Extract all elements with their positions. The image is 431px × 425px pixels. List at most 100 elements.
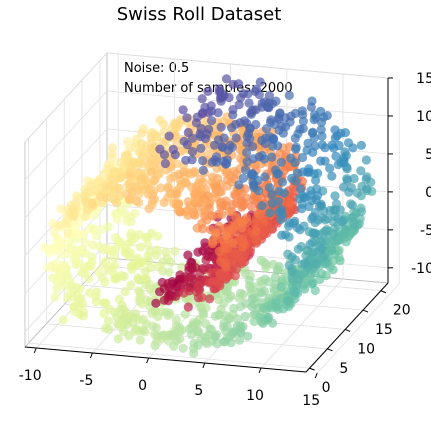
data-point xyxy=(284,232,294,242)
data-point xyxy=(257,213,268,223)
data-point xyxy=(308,278,318,288)
data-point xyxy=(299,193,309,203)
data-point xyxy=(276,282,286,292)
annotation-noise: Noise: 0.5 xyxy=(124,61,189,76)
data-point xyxy=(337,217,347,227)
data-point xyxy=(240,311,250,321)
data-point xyxy=(181,177,191,187)
data-point xyxy=(101,193,111,203)
data-point xyxy=(276,157,286,167)
data-point xyxy=(232,314,243,324)
data-point xyxy=(356,166,366,176)
data-point xyxy=(213,108,223,118)
data-point xyxy=(313,168,323,178)
data-point xyxy=(312,191,323,201)
data-point xyxy=(126,171,136,181)
data-point xyxy=(224,92,234,103)
data-point xyxy=(195,268,205,278)
data-point xyxy=(127,236,137,246)
data-point xyxy=(277,177,287,187)
data-point xyxy=(87,257,97,267)
data-point xyxy=(119,161,129,171)
data-point xyxy=(303,138,313,148)
data-point xyxy=(198,224,208,234)
data-point xyxy=(66,243,76,253)
data-point xyxy=(82,198,92,208)
data-point xyxy=(317,131,327,141)
data-point xyxy=(361,155,371,165)
data-point xyxy=(264,312,274,322)
data-point xyxy=(288,287,299,297)
data-point xyxy=(295,124,305,134)
data-point xyxy=(109,194,119,205)
data-point xyxy=(124,331,134,341)
data-point xyxy=(183,250,193,260)
data-point xyxy=(179,288,189,298)
data-point xyxy=(50,292,60,302)
data-point xyxy=(137,128,147,138)
data-point xyxy=(99,260,109,270)
data-point xyxy=(151,323,162,333)
data-point xyxy=(101,323,111,333)
data-point xyxy=(160,158,170,169)
data-point xyxy=(113,334,123,344)
data-point xyxy=(300,284,310,294)
data-point xyxy=(362,184,372,194)
data-point xyxy=(71,251,81,261)
x-tick-mark xyxy=(146,357,150,364)
data-point xyxy=(126,280,136,290)
data-point xyxy=(184,275,194,285)
data-point xyxy=(217,209,227,219)
data-point xyxy=(112,312,122,322)
z-axis-ticks: 15 10 5 0 -5 -10 xyxy=(388,71,431,277)
data-point xyxy=(134,197,144,208)
data-point xyxy=(261,263,271,273)
data-point xyxy=(304,202,314,212)
y-grid-line xyxy=(28,138,310,369)
data-point xyxy=(188,147,198,157)
data-point xyxy=(335,256,345,266)
data-point xyxy=(81,238,91,248)
data-point xyxy=(221,262,231,272)
z-tick-label: 15 xyxy=(416,71,431,87)
data-point xyxy=(317,244,327,254)
data-point xyxy=(143,159,154,170)
data-point xyxy=(97,272,107,282)
data-point xyxy=(177,262,187,272)
data-point xyxy=(110,209,120,219)
data-point xyxy=(262,124,272,134)
data-point xyxy=(267,152,277,162)
x-tick-mark xyxy=(258,367,262,374)
data-point xyxy=(70,302,80,312)
data-point xyxy=(133,273,143,283)
chart-title: Swiss Roll Dataset xyxy=(117,4,282,25)
data-point xyxy=(265,132,275,142)
data-point xyxy=(151,298,161,308)
data-point xyxy=(278,128,288,138)
data-point xyxy=(330,223,340,233)
data-point xyxy=(239,198,249,208)
data-point xyxy=(103,222,114,232)
y-tick-mark xyxy=(380,290,387,294)
data-point xyxy=(285,198,295,208)
data-point xyxy=(130,326,141,336)
data-point xyxy=(43,262,53,272)
data-point xyxy=(164,131,174,141)
data-point xyxy=(171,315,181,325)
data-point xyxy=(248,105,258,115)
data-point xyxy=(215,269,226,279)
data-point xyxy=(211,188,221,198)
data-point xyxy=(251,194,261,204)
data-point xyxy=(234,100,244,110)
data-point xyxy=(201,255,211,265)
data-point xyxy=(306,186,316,196)
data-point xyxy=(174,169,184,179)
data-point xyxy=(157,266,168,276)
y-tick-label: 5 xyxy=(339,361,348,377)
data-point xyxy=(198,165,208,175)
data-point xyxy=(151,250,161,260)
data-point xyxy=(99,298,109,308)
data-point xyxy=(264,103,274,113)
data-point xyxy=(270,272,280,282)
data-point xyxy=(214,279,224,289)
